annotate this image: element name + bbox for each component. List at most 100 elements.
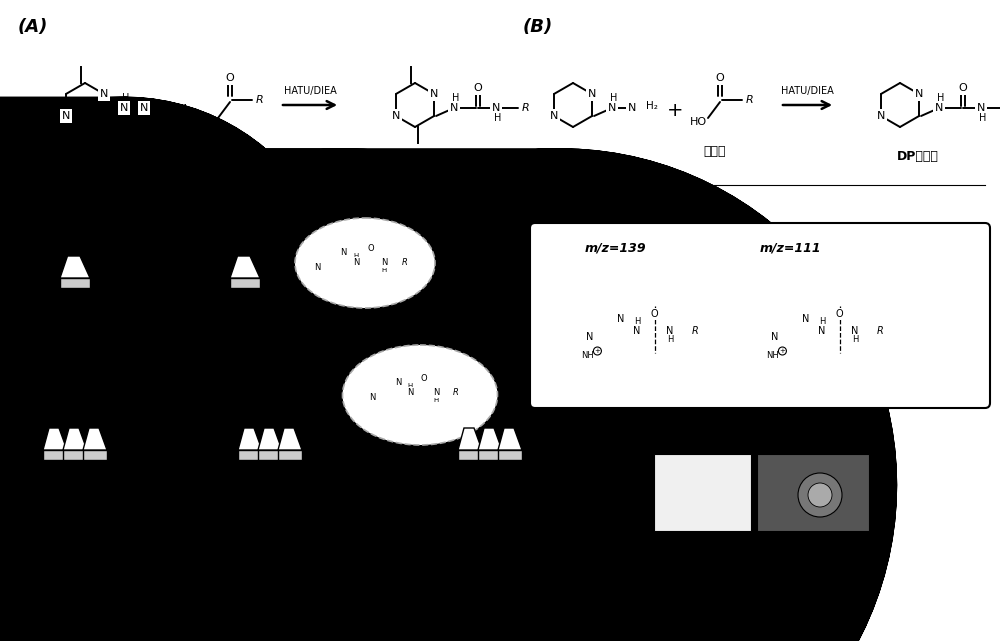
Polygon shape — [478, 460, 502, 520]
FancyBboxPatch shape — [530, 223, 990, 408]
Text: N: N — [369, 393, 375, 402]
Polygon shape — [230, 256, 260, 278]
Text: 室温孵育1min: 室温孵育1min — [135, 311, 187, 321]
Text: O: O — [716, 73, 724, 83]
Polygon shape — [498, 460, 522, 520]
Polygon shape — [278, 428, 302, 450]
Text: N: N — [586, 332, 593, 342]
Polygon shape — [43, 460, 67, 520]
Text: (A): (A) — [18, 18, 48, 36]
Text: DMP: DMP — [69, 150, 101, 163]
Text: H: H — [494, 113, 502, 123]
Bar — [258, 450, 282, 460]
Polygon shape — [230, 288, 260, 353]
Text: +: + — [594, 348, 600, 354]
Bar — [230, 278, 260, 288]
Text: H: H — [667, 335, 674, 344]
Text: R: R — [256, 95, 264, 105]
Text: O: O — [836, 309, 843, 319]
Text: 脂肪酸混合标准品溢液: 脂肪酸混合标准品溢液 — [44, 375, 106, 385]
Text: N: N — [771, 332, 778, 342]
Polygon shape — [43, 428, 67, 450]
Polygon shape — [83, 460, 107, 520]
Text: H: H — [122, 93, 130, 103]
Text: H₂: H₂ — [158, 101, 170, 111]
Polygon shape — [238, 428, 262, 450]
Bar — [238, 450, 262, 460]
Text: NH: NH — [766, 351, 779, 360]
Text: 10,000g  5min: 10,000g 5min — [351, 480, 427, 490]
Text: 10 μL: 10 μL — [262, 380, 293, 390]
Text: m/z=139: m/z=139 — [585, 242, 647, 254]
Text: O: O — [651, 309, 658, 319]
Text: N: N — [340, 248, 346, 257]
Text: N: N — [140, 103, 148, 113]
Text: N: N — [550, 111, 558, 121]
Text: N: N — [120, 103, 128, 113]
Text: HO: HO — [199, 117, 217, 127]
Bar — [43, 450, 67, 460]
Text: H: H — [634, 317, 641, 326]
Text: 生物样本（10 μL血浆）: 生物样本（10 μL血浆） — [36, 545, 114, 555]
Text: R: R — [877, 326, 883, 336]
Text: N: N — [314, 263, 320, 272]
Polygon shape — [258, 460, 282, 520]
Text: N: N — [617, 314, 624, 324]
Text: H: H — [407, 383, 413, 388]
Text: (B): (B) — [523, 18, 553, 36]
Polygon shape — [63, 428, 87, 450]
Text: N: N — [450, 103, 458, 113]
Text: N: N — [492, 103, 500, 113]
Text: H: H — [819, 317, 826, 326]
Text: +: + — [177, 101, 193, 119]
Text: N: N — [666, 326, 673, 336]
FancyBboxPatch shape — [654, 454, 751, 531]
Text: DMP衍生物: DMP衍生物 — [406, 150, 460, 163]
Text: H: H — [979, 113, 987, 123]
Text: 脂肪酸: 脂肪酸 — [214, 145, 236, 158]
Polygon shape — [478, 428, 502, 450]
Polygon shape — [63, 460, 87, 520]
Polygon shape — [60, 288, 90, 353]
Text: N: N — [588, 89, 596, 99]
Polygon shape — [458, 460, 482, 520]
Text: R: R — [692, 326, 698, 336]
FancyBboxPatch shape — [757, 454, 869, 531]
Text: R: R — [522, 103, 530, 113]
Text: R: R — [453, 388, 459, 397]
Polygon shape — [258, 428, 282, 450]
Circle shape — [808, 483, 832, 507]
Text: N: N — [353, 258, 359, 267]
Polygon shape — [498, 428, 522, 450]
Polygon shape — [458, 428, 482, 450]
Text: m/z=111: m/z=111 — [760, 242, 822, 254]
Text: H: H — [452, 93, 460, 103]
Text: O: O — [421, 374, 427, 383]
Text: DMP衍生化: DMP衍生化 — [154, 465, 196, 475]
Text: R: R — [746, 95, 754, 105]
Bar — [478, 450, 502, 460]
Text: +: + — [667, 101, 683, 119]
Polygon shape — [238, 460, 262, 520]
Polygon shape — [60, 256, 90, 278]
Text: H: H — [610, 93, 618, 103]
Text: 仪器分析: 仪器分析 — [588, 465, 612, 475]
Text: N: N — [802, 314, 809, 324]
Text: DP衍生物: DP衍生物 — [897, 150, 939, 163]
Text: N: N — [977, 103, 985, 113]
Text: DMP衍生化的生物样本: DMP衍生化的生物样本 — [233, 545, 307, 555]
Text: H: H — [433, 397, 439, 403]
Text: DP衍生化: DP衍生化 — [144, 295, 178, 305]
Bar — [60, 278, 90, 288]
Text: O: O — [959, 83, 967, 93]
Polygon shape — [278, 460, 302, 520]
Text: O: O — [474, 83, 482, 93]
Bar — [63, 450, 87, 460]
Text: H: H — [852, 335, 859, 344]
Text: N: N — [433, 388, 439, 397]
Bar — [83, 450, 107, 460]
Text: N: N — [100, 89, 108, 99]
Text: DP: DP — [563, 150, 583, 163]
Ellipse shape — [342, 345, 498, 445]
Text: N: N — [915, 89, 923, 99]
